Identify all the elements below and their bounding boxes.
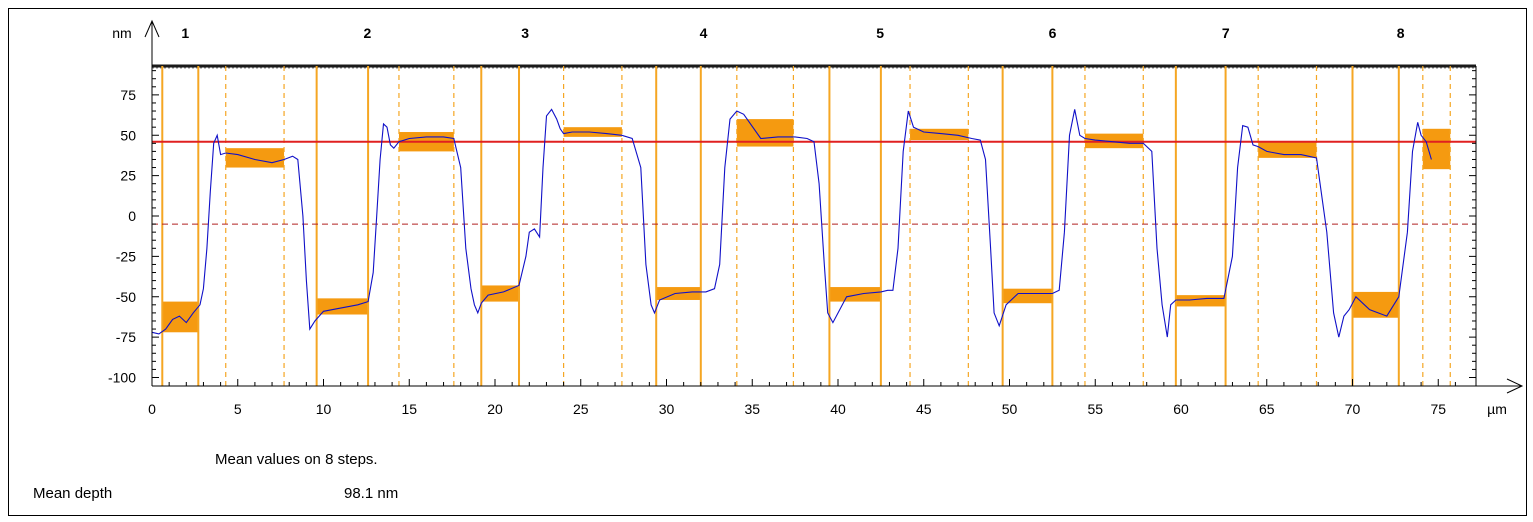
mean-depth-label: Mean depth xyxy=(33,485,113,502)
y-axis-arrow xyxy=(144,19,160,38)
step-label-8: 8 xyxy=(1397,25,1405,41)
x-tick-label: 65 xyxy=(1259,401,1275,417)
step-label-5: 5 xyxy=(876,25,884,41)
x-tick-label: 30 xyxy=(659,401,675,417)
x-tick-label: 35 xyxy=(744,401,760,417)
y-tick-label: -75 xyxy=(116,329,136,345)
x-tick-label: 10 xyxy=(316,401,332,417)
step-label-6: 6 xyxy=(1049,25,1057,41)
y-tick-label: 75 xyxy=(120,87,136,103)
x-tick-label: 20 xyxy=(487,401,503,417)
x-tick-label: 50 xyxy=(1002,401,1018,417)
step-5-low-box xyxy=(829,287,881,302)
step-8-low-box xyxy=(1352,291,1399,318)
y-tick-label: 25 xyxy=(120,168,136,184)
x-tick-label: 45 xyxy=(916,401,932,417)
x-tick-label: 0 xyxy=(148,401,156,417)
step-8-high-box xyxy=(1422,128,1451,170)
step-7-high-box xyxy=(1258,141,1317,158)
chart-frame: 1 2 3 4 5 6 7 8 75 50 25 0 -25 -50 -75 -100 nm 0 5 10 15 20 25… xyxy=(8,8,1527,516)
x-tick-label: 25 xyxy=(573,401,589,417)
y-tick-label: -50 xyxy=(116,289,136,305)
step-label-2: 2 xyxy=(363,25,371,41)
y-tick-label: -25 xyxy=(116,248,136,264)
x-tick-label: 75 xyxy=(1430,401,1446,417)
x-axis-unit: µm xyxy=(1487,401,1507,417)
x-tick-label: 5 xyxy=(234,401,242,417)
step-label-7: 7 xyxy=(1222,25,1230,41)
step-7-low-box xyxy=(1175,295,1226,307)
x-axis-arrow xyxy=(1506,378,1524,394)
step-1-high-box xyxy=(225,148,285,168)
y-tick-label: 50 xyxy=(120,127,136,143)
x-tick-label: 40 xyxy=(830,401,846,417)
x-tick-label: 60 xyxy=(1173,401,1189,417)
y-tick-label: 0 xyxy=(128,208,136,224)
step-label-3: 3 xyxy=(521,25,529,41)
x-tick-label: 55 xyxy=(1087,401,1103,417)
x-tick-label: 15 xyxy=(401,401,417,417)
step-2-low-box xyxy=(316,298,369,315)
x-tick-label: 70 xyxy=(1345,401,1361,417)
step-label-4: 4 xyxy=(700,25,708,41)
y-axis-unit: nm xyxy=(112,25,131,41)
step-6-low-box xyxy=(1002,288,1053,304)
y-tick-label: -100 xyxy=(108,370,136,386)
step-label-1: 1 xyxy=(181,25,189,41)
profile-line xyxy=(151,108,1432,338)
steps-note: Mean values on 8 steps. xyxy=(215,451,378,468)
mean-depth-value: 98.1 nm xyxy=(344,485,399,502)
step-5-high-box xyxy=(910,128,969,141)
